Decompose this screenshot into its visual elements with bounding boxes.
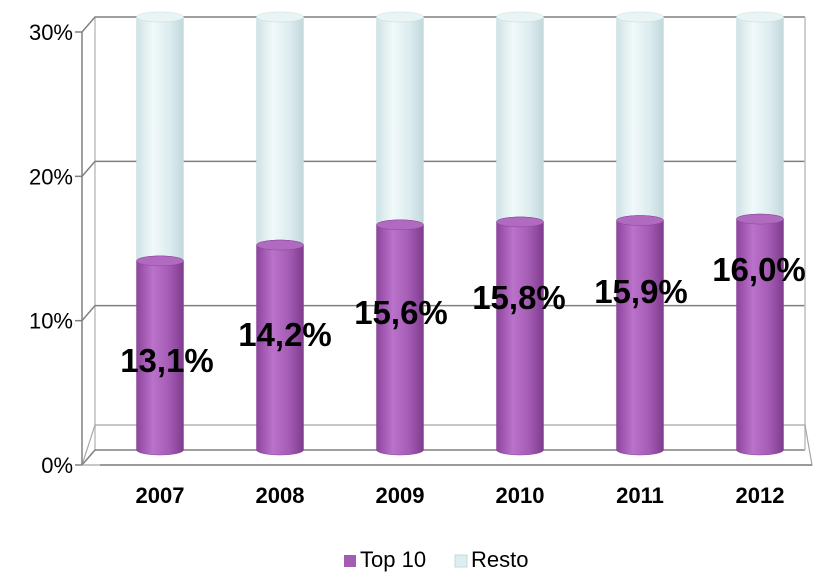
bar-resto-cap xyxy=(256,11,304,23)
x-category-label: 2011 xyxy=(616,483,664,508)
legend-swatch xyxy=(344,555,356,567)
bar-resto-cap xyxy=(496,11,544,23)
bar-top10-cap xyxy=(496,216,544,228)
legend-label: Top 10 xyxy=(360,547,426,572)
bar-top10-cap xyxy=(256,239,304,251)
gridline xyxy=(81,160,805,177)
data-label: 15,9% xyxy=(594,273,688,310)
x-category-label: 2008 xyxy=(256,483,305,508)
x-category-label: 2009 xyxy=(376,483,425,508)
bar-top10 xyxy=(376,219,424,456)
x-category-label: 2010 xyxy=(496,483,545,508)
gridline xyxy=(81,16,805,33)
bar-top10-cap xyxy=(616,215,664,226)
bar-resto xyxy=(376,16,424,231)
bar-resto xyxy=(136,16,184,267)
bar-resto-cap xyxy=(616,11,664,23)
bar-top10-cap xyxy=(736,213,784,225)
bar-resto-cap xyxy=(736,11,784,23)
bar-resto-cap xyxy=(136,11,184,23)
data-label: 16,0% xyxy=(712,251,806,288)
gridline xyxy=(81,449,805,466)
data-label: 15,6% xyxy=(354,294,448,331)
y-tick-label: 0% xyxy=(41,453,73,478)
legend-label: Resto xyxy=(471,547,528,572)
bar-top10-cap xyxy=(136,255,184,267)
bar-resto-cap xyxy=(376,11,424,23)
bar-resto xyxy=(616,16,664,226)
y-tick-label: 10% xyxy=(29,309,73,334)
gridline xyxy=(81,304,805,322)
data-label: 15,8% xyxy=(472,279,566,316)
data-label: 13,1% xyxy=(120,342,214,379)
legend-swatch xyxy=(454,554,468,568)
bar-resto xyxy=(736,16,784,225)
bar-top10-cap xyxy=(376,219,424,231)
bar-top10 xyxy=(496,216,544,456)
bar-resto xyxy=(256,16,304,251)
y-tick-label: 20% xyxy=(29,164,73,189)
bar-resto xyxy=(496,16,544,228)
x-category-label: 2012 xyxy=(736,483,785,508)
floor xyxy=(81,424,813,466)
x-category-label: 2007 xyxy=(136,483,185,508)
y-tick-label: 30% xyxy=(29,20,73,45)
bar-top10 xyxy=(616,215,664,456)
data-label: 14,2% xyxy=(238,316,332,353)
